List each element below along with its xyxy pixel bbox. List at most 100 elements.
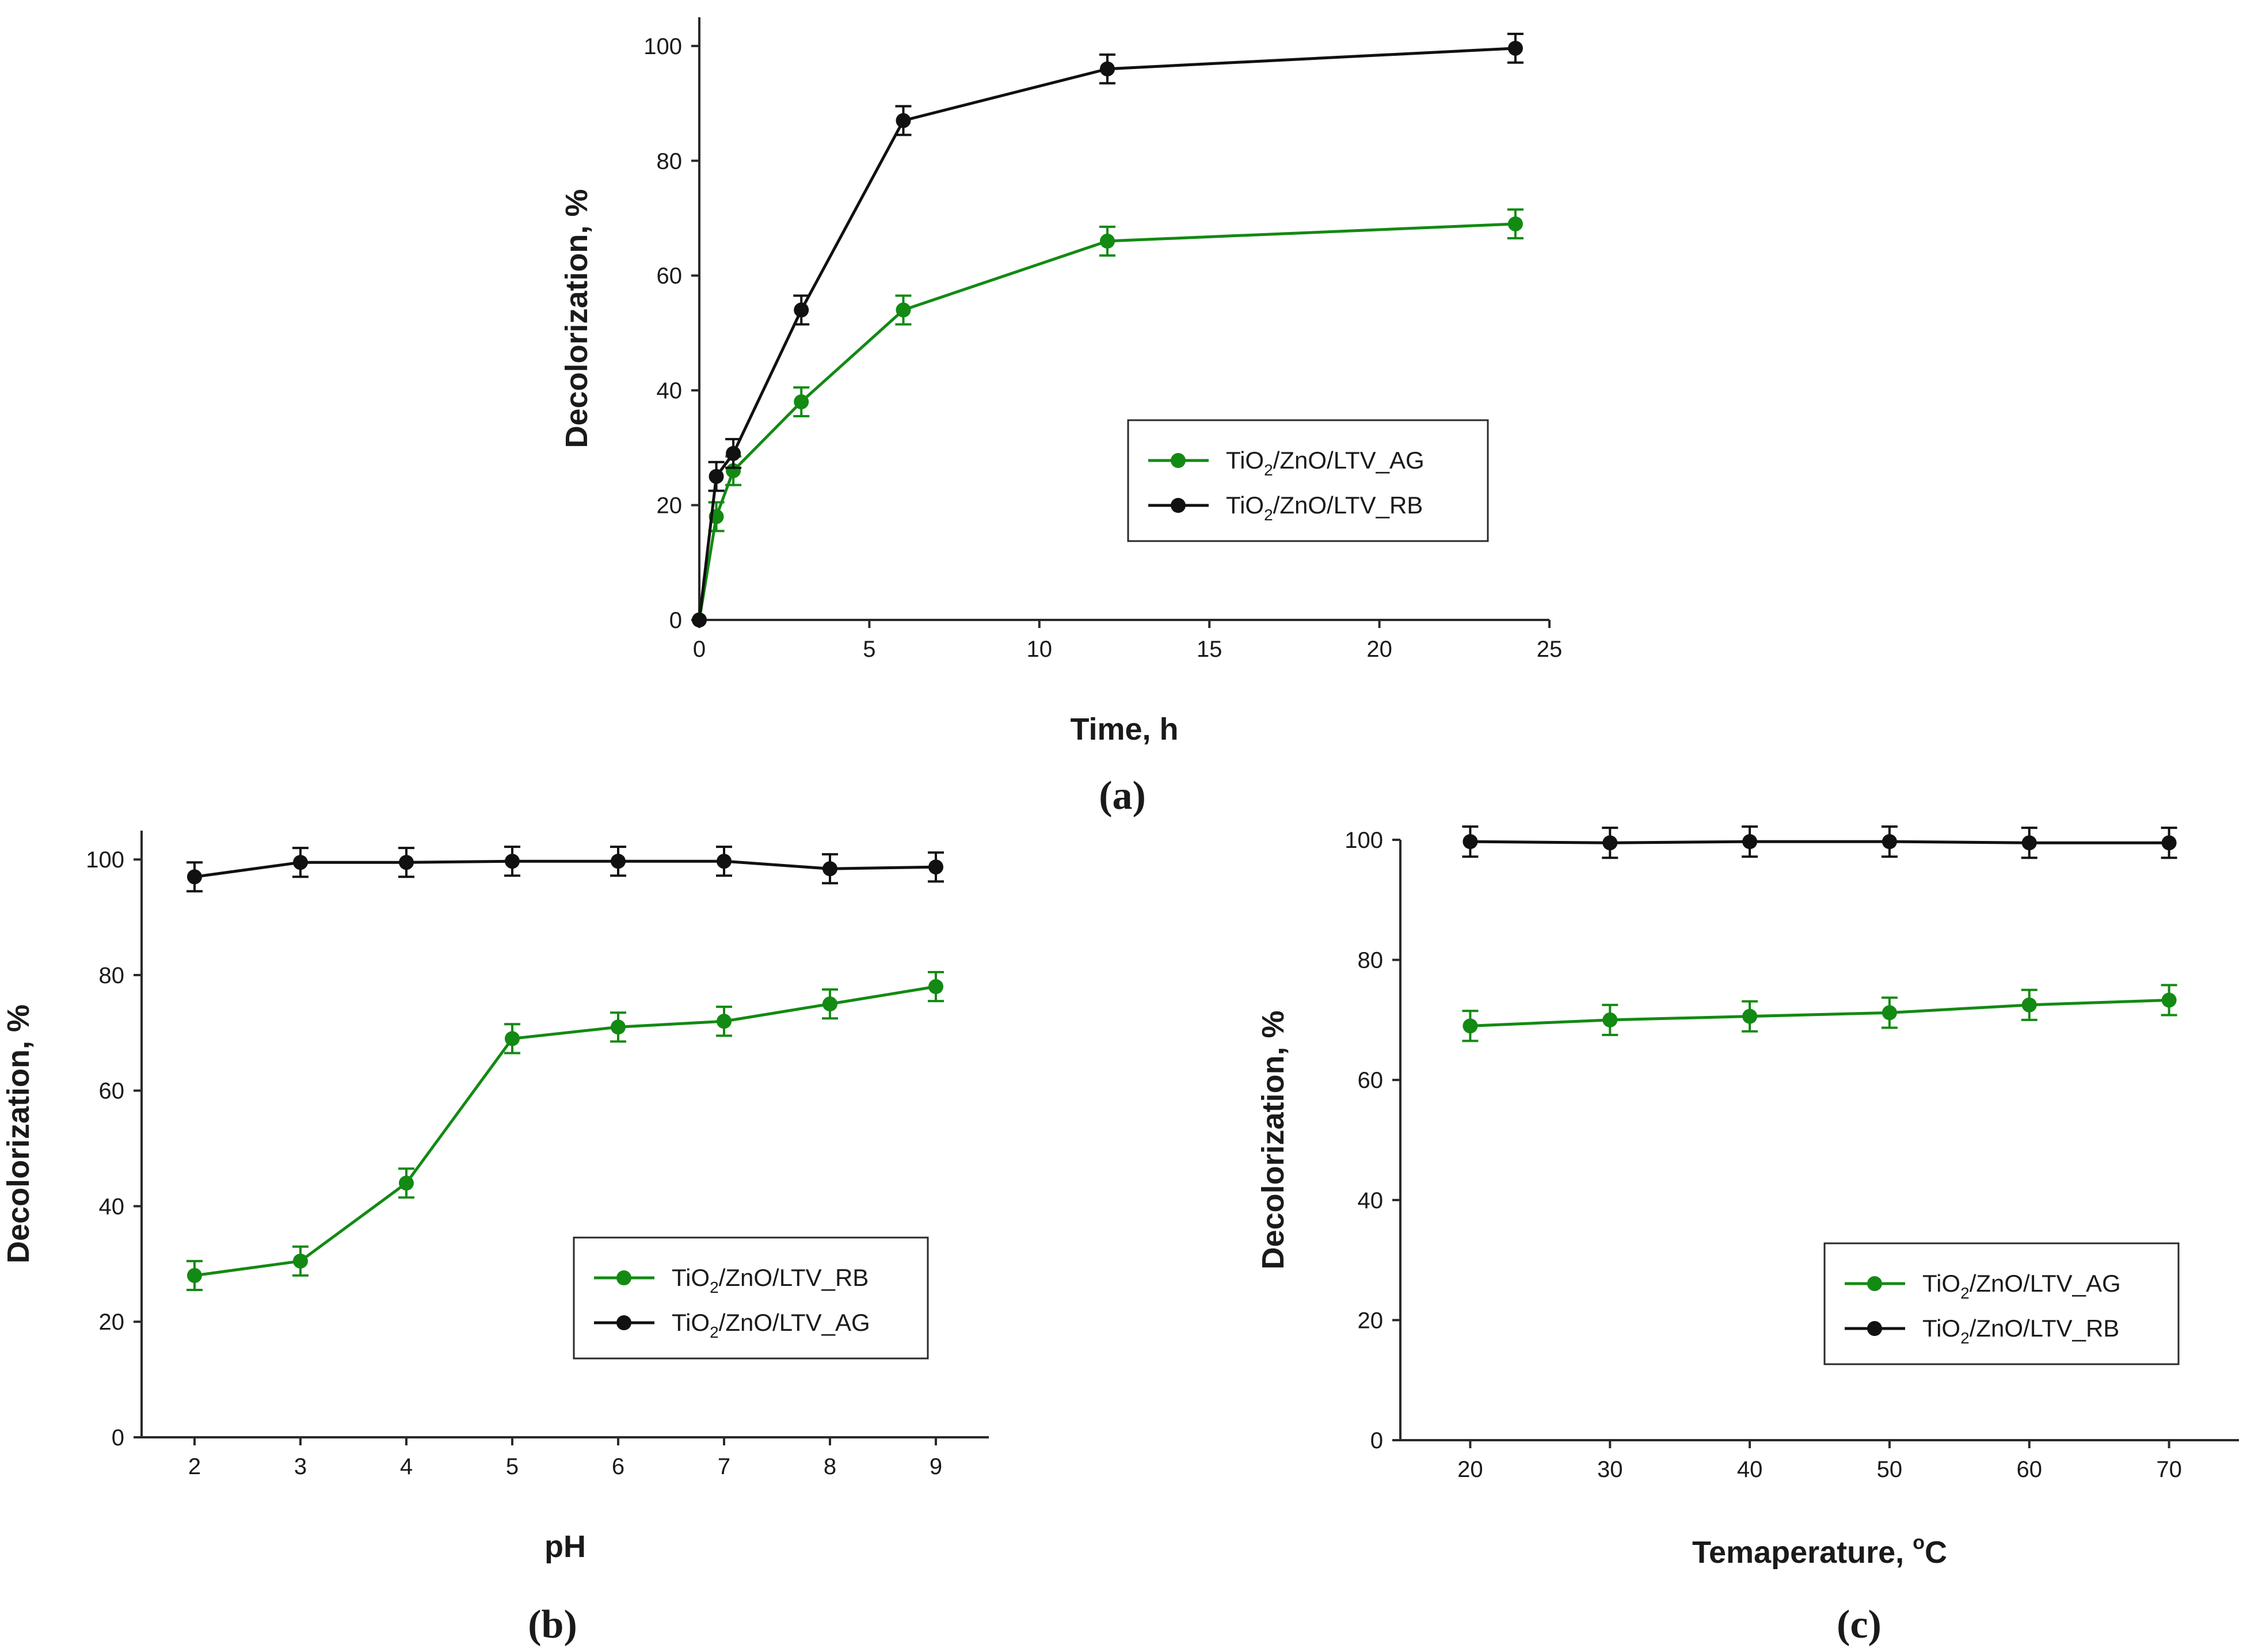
data-point: [896, 113, 911, 128]
legend-swatch-marker: [616, 1315, 631, 1330]
series-green: [1462, 984, 2177, 1042]
legend-subscript: 2: [1264, 461, 1273, 479]
y-tick-label: 20: [657, 493, 683, 519]
legend-swatch-marker: [1171, 498, 1186, 513]
data-point: [1742, 1008, 1758, 1024]
legend-subscript: 2: [710, 1278, 719, 1296]
data-point: [293, 855, 308, 870]
x-tick-label: 30: [1597, 1457, 1623, 1482]
data-point: [794, 302, 809, 318]
data-point: [726, 446, 741, 461]
y-tick-label: 40: [99, 1194, 125, 1219]
data-point: [1882, 1005, 1897, 1021]
legend: TiO2/ZnO/LTV_RB TiO2/ZnO/LTV_AG: [573, 1236, 929, 1360]
y-tick-label: 0: [112, 1425, 124, 1451]
x-tick-label: 70: [2156, 1457, 2182, 1482]
series-line: [194, 985, 936, 1277]
x-tick-label: 2: [188, 1454, 201, 1479]
legend-label: TiO2/ZnO/LTV_AG: [1922, 1270, 2121, 1302]
data-point: [2021, 997, 2037, 1012]
y-tick-label: 20: [99, 1310, 125, 1335]
legend-label-prefix: TiO: [1922, 1270, 1960, 1297]
x-tick-label: 25: [1537, 637, 1563, 662]
x-tick-label: 6: [612, 1454, 624, 1479]
y-axis-title: Decolorization, %: [1256, 1010, 1290, 1269]
legend-label: TiO2/ZnO/LTV_RB: [672, 1264, 869, 1296]
data-point: [505, 1031, 520, 1046]
panel-a: 0 5 10 15 20 25 0 20 40 60 80 100 Decolorization, % T…: [559, 17, 1562, 818]
data-point: [2161, 992, 2177, 1008]
data-point: [794, 394, 809, 410]
data-point: [928, 859, 943, 875]
panel-label: (a): [1099, 774, 1146, 818]
x-tick-label: 60: [2017, 1457, 2043, 1482]
data-point: [1099, 233, 1115, 249]
x-tick-label: 0: [693, 637, 706, 662]
legend-swatch-marker: [1867, 1321, 1882, 1336]
legend-swatch-marker: [616, 1270, 631, 1285]
legend-label-suffix: /ZnO/LTV_AG: [1970, 1270, 2121, 1297]
y-tick-label: 100: [86, 847, 124, 873]
data-point: [187, 869, 202, 885]
x-tick-label: 10: [1027, 637, 1053, 662]
y-tick-label: 80: [1358, 948, 1384, 973]
series-green: [692, 208, 1524, 627]
legend-subscript: 2: [710, 1323, 719, 1341]
legend-label-suffix: /ZnO/LTV_RB: [1273, 492, 1423, 519]
y-tick-label: 80: [657, 149, 683, 174]
x-tick-label: 7: [718, 1454, 730, 1479]
data-point: [611, 1019, 626, 1035]
y-tick-label: 100: [643, 34, 682, 59]
y-tick-label: 40: [657, 378, 683, 404]
y-tick-label: 40: [1358, 1188, 1384, 1213]
legend-label-prefix: TiO: [1922, 1315, 1960, 1342]
data-point: [505, 854, 520, 869]
data-point: [399, 1175, 414, 1191]
x-tick-label: 5: [506, 1454, 519, 1479]
data-point: [293, 1253, 308, 1269]
legend-label-suffix: /ZnO/LTV_AG: [1273, 447, 1425, 474]
data-point: [1602, 835, 1618, 851]
series-line: [1470, 998, 2169, 1027]
series-line: [194, 859, 936, 878]
x-tick-label: 9: [930, 1454, 942, 1479]
legend: TiO2/ZnO/LTV_AG TiO2/ZnO/LTV_RB: [1823, 1242, 2180, 1365]
series-green: [186, 970, 944, 1292]
series-line: [1470, 840, 2169, 844]
y-axis-title: Decolorization, %: [1, 1004, 36, 1263]
data-point: [1463, 834, 1478, 850]
data-point: [611, 854, 626, 869]
legend-swatch-marker: [1867, 1276, 1882, 1291]
legend-label: TiO2/ZnO/LTV_RB: [1922, 1315, 2119, 1347]
legend: TiO2/ZnO/LTV_AG TiO2/ZnO/LTV_RB: [1127, 419, 1489, 542]
y-tick-label: 0: [669, 608, 682, 633]
x-axis-title-unit: C: [1925, 1535, 1947, 1570]
legend-label: TiO2/ZnO/LTV_RB: [1226, 492, 1423, 524]
x-axis-title-text: pH: [544, 1529, 586, 1564]
legend-subscript: 2: [1960, 1284, 1970, 1302]
y-tick-label: 60: [657, 264, 683, 289]
data-point: [1882, 834, 1897, 850]
x-tick-label: 20: [1366, 637, 1392, 662]
y-tick-label: 60: [1358, 1068, 1384, 1093]
x-axis-title-text: Time, h: [1070, 712, 1178, 747]
panel-label: (b): [528, 1602, 577, 1647]
legend-box: [573, 1236, 929, 1360]
legend-label-prefix: TiO: [672, 1309, 710, 1336]
data-point: [187, 1267, 202, 1283]
data-point: [822, 861, 837, 877]
y-axis-title: Decolorization, %: [559, 189, 594, 448]
panel-b: 2 3 4 5 6 7 8 9 0 20 40 60 80 100 Decolorization, % pH (…: [1, 831, 989, 1647]
x-tick-label: 50: [1877, 1457, 1903, 1482]
x-tick-label: 15: [1197, 637, 1222, 662]
data-point: [1507, 216, 1523, 231]
x-tick-label: 20: [1457, 1457, 1483, 1482]
data-point: [1463, 1018, 1478, 1034]
legend-label: TiO2/ZnO/LTV_AG: [672, 1309, 870, 1341]
x-tick-label: 5: [863, 637, 875, 662]
x-axis-title-text: Temaperature,: [1692, 1535, 1913, 1570]
data-point: [399, 855, 414, 870]
legend-label-prefix: TiO: [1226, 492, 1264, 519]
legend-label-prefix: TiO: [672, 1264, 710, 1291]
data-point: [1507, 40, 1523, 56]
